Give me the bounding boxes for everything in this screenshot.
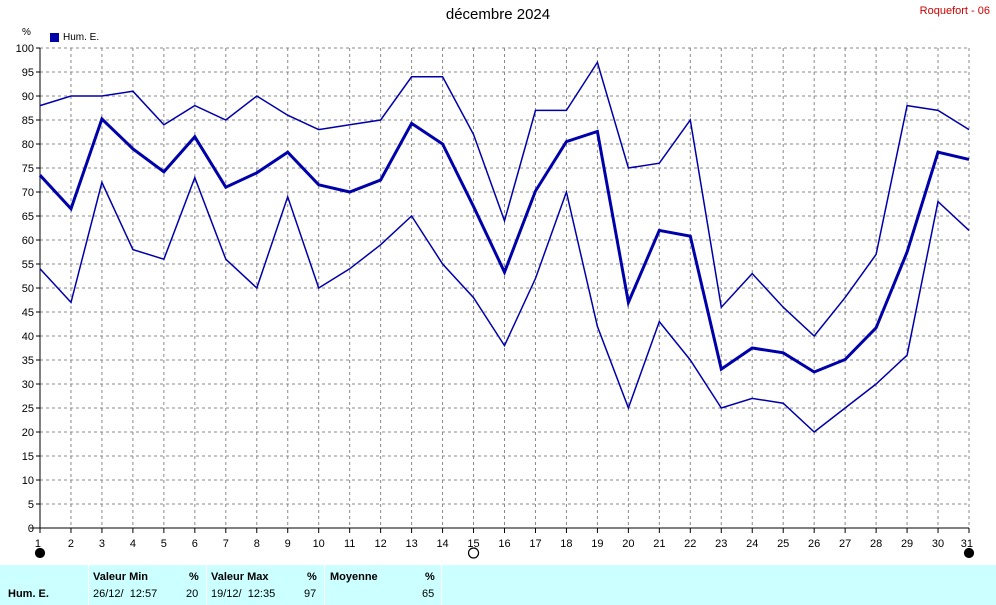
x-tick-label: 26 [808,538,820,550]
footer-row-label: Hum. E. [8,588,49,600]
station-name: Roquefort - 06 [919,5,990,17]
series-line-mean [38,116,970,374]
y-tick-label: 15 [22,451,34,463]
max-unit: % [307,571,317,583]
x-tick-label: 7 [223,538,229,550]
footer-row-label-cell: Hum. E. [0,565,88,605]
footer-separator [324,565,325,605]
y-tick-label: 45 [22,307,34,319]
min-date: 26/12/ 12:57 [93,588,158,600]
legend: Hum. E. [50,32,99,43]
stats-footer: Hum. E. Valeur Min % 26/12/ 12:57 20 Val… [0,565,996,605]
x-tick-label: 5 [161,538,167,550]
y-tick-label: 40 [22,331,34,343]
y-tick-label: 95 [22,67,34,79]
y-axis-unit: % [22,27,31,38]
x-tick-label: 25 [777,538,789,550]
y-tick-label: 70 [22,187,34,199]
x-tick-label: 11 [344,538,355,550]
x-tick-label: 21 [653,538,665,550]
x-tick-label: 18 [560,538,572,550]
x-tick-label: 1 [35,538,41,550]
x-tick-label: 24 [746,538,758,550]
x-tick-label: 2 [68,538,74,550]
x-tick-label: 3 [99,538,105,550]
min-value: 20 [186,588,199,600]
y-tick-label: 60 [22,235,34,247]
y-tick-label: 65 [22,211,34,223]
max-date: 19/12/ 12:35 [211,588,276,600]
series-line-max [39,60,970,338]
x-tick-label: 4 [130,538,136,550]
y-tick-label: 80 [22,139,34,151]
x-tick-label: 31 [961,538,973,550]
min-unit: % [189,571,199,583]
legend-label: Hum. E. [63,32,100,43]
y-tick-label: 25 [22,403,34,415]
x-tick-label: 10 [313,538,325,550]
chart-title: décembre 2024 [445,6,551,23]
y-tick-label: 5 [28,499,34,511]
y-tick-label: 30 [22,379,34,391]
mean-value: 65 [422,588,435,600]
footer-min-cell: Valeur Min % 26/12/ 12:57 20 [89,565,206,605]
x-tick-label: 30 [932,538,944,550]
x-tick-label: 15 [467,538,479,550]
x-tick-label: 27 [839,538,851,550]
footer-mean-cell: Moyenne % 65 [325,565,441,605]
x-tick-label: 22 [684,538,696,550]
x-tick-label: 17 [529,538,541,550]
y-tick-label: 100 [16,43,34,55]
x-tick-label: 14 [436,538,448,550]
x-tick-label: 8 [254,538,260,550]
full-moon-icon [467,547,480,559]
footer-separator [206,565,207,605]
y-tick-label: 55 [22,259,34,271]
footer-separator [88,565,89,605]
x-tick-label: 6 [192,538,198,550]
legend-swatch [50,33,59,42]
y-tick-label: 85 [22,115,34,127]
y-tick-label: 50 [22,283,34,295]
footer-separator [441,565,442,605]
x-tick-label: 12 [375,538,387,550]
x-tick-label: 28 [870,538,882,550]
y-tick-label: 90 [22,91,34,103]
mean-unit: % [425,571,435,583]
y-tick-label: 75 [22,163,34,175]
y-tick-label: 35 [22,355,34,367]
x-tick-label: 9 [285,538,291,550]
max-label: Valeur Max [211,571,269,583]
new-moon-icon [963,547,975,559]
new-moon-icon [34,547,46,559]
y-tick-label: 10 [22,475,34,487]
x-tick-label: 20 [622,538,634,550]
y-tick-label: 0 [28,523,34,535]
min-label: Valeur Min [93,571,149,583]
x-tick-label: 19 [591,538,603,550]
mean-label: Moyenne [330,571,378,583]
humidity-chart: 0510152025303540455055606570758085909510… [16,43,975,559]
footer-max-cell: Valeur Max % 19/12/ 12:35 97 [207,565,324,605]
max-value: 97 [304,588,317,600]
x-tick-label: 29 [901,538,913,550]
x-tick-label: 23 [715,538,727,550]
series-line-min [39,175,970,433]
x-tick-label: 13 [405,538,417,550]
y-tick-label: 20 [22,427,34,439]
x-tick-label: 16 [498,538,510,550]
